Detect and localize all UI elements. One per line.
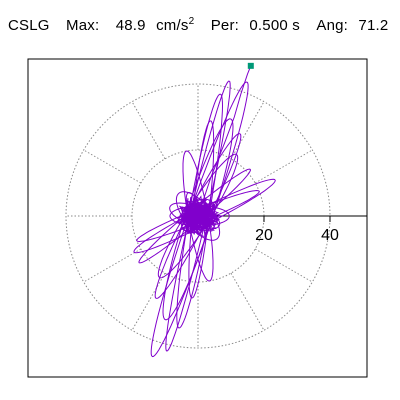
grid-spoke bbox=[230, 101, 265, 160]
trace-tail bbox=[197, 65, 252, 217]
trace-loop-8 bbox=[133, 178, 276, 254]
end-marker bbox=[247, 62, 254, 69]
axes bbox=[198, 215, 367, 222]
x-tick-label-1: 20 bbox=[255, 227, 273, 244]
chart-header: CSLG Max: 48.9 cm/s2 Per: 0.500 s Ang: 7… bbox=[8, 16, 388, 36]
ang-value: 71.2 bbox=[358, 17, 389, 34]
trace-core bbox=[175, 195, 222, 236]
trace-loop-2 bbox=[165, 80, 231, 352]
x-tick-label-2: 40 bbox=[321, 227, 339, 244]
max-label: Max: bbox=[66, 17, 100, 34]
per-value: 0.500 s bbox=[249, 17, 300, 34]
max-value: 48.9 bbox=[115, 17, 146, 34]
grid-spoke bbox=[254, 149, 313, 184]
trace-loop-6 bbox=[154, 133, 242, 299]
trace-loop-5 bbox=[188, 120, 215, 299]
trace-loop-12 bbox=[175, 191, 221, 241]
ang-label: Ang: bbox=[316, 17, 349, 34]
trajectory-trace bbox=[133, 62, 276, 358]
grid-spoke bbox=[254, 248, 313, 283]
tick-labels: 20 40 bbox=[255, 227, 339, 244]
plot-frame bbox=[27, 58, 368, 378]
trace-loop-7 bbox=[157, 153, 239, 279]
grid-spoke bbox=[83, 149, 142, 184]
max-unit-exponent: 2 bbox=[188, 16, 195, 27]
grid-spoke bbox=[230, 272, 265, 331]
max-unit: cm/s bbox=[156, 17, 189, 34]
grid-spoke bbox=[83, 248, 142, 283]
trace-loop-4 bbox=[162, 118, 234, 321]
per-label: Per: bbox=[210, 17, 240, 34]
trace-loop-11 bbox=[138, 168, 252, 264]
grid-spoke bbox=[131, 272, 166, 331]
trace-loop-9 bbox=[136, 189, 260, 243]
grid-spoke bbox=[131, 101, 166, 160]
trace-loop-10 bbox=[182, 150, 214, 282]
trace-loop-14 bbox=[169, 202, 221, 230]
station-code: CSLG bbox=[8, 17, 50, 34]
